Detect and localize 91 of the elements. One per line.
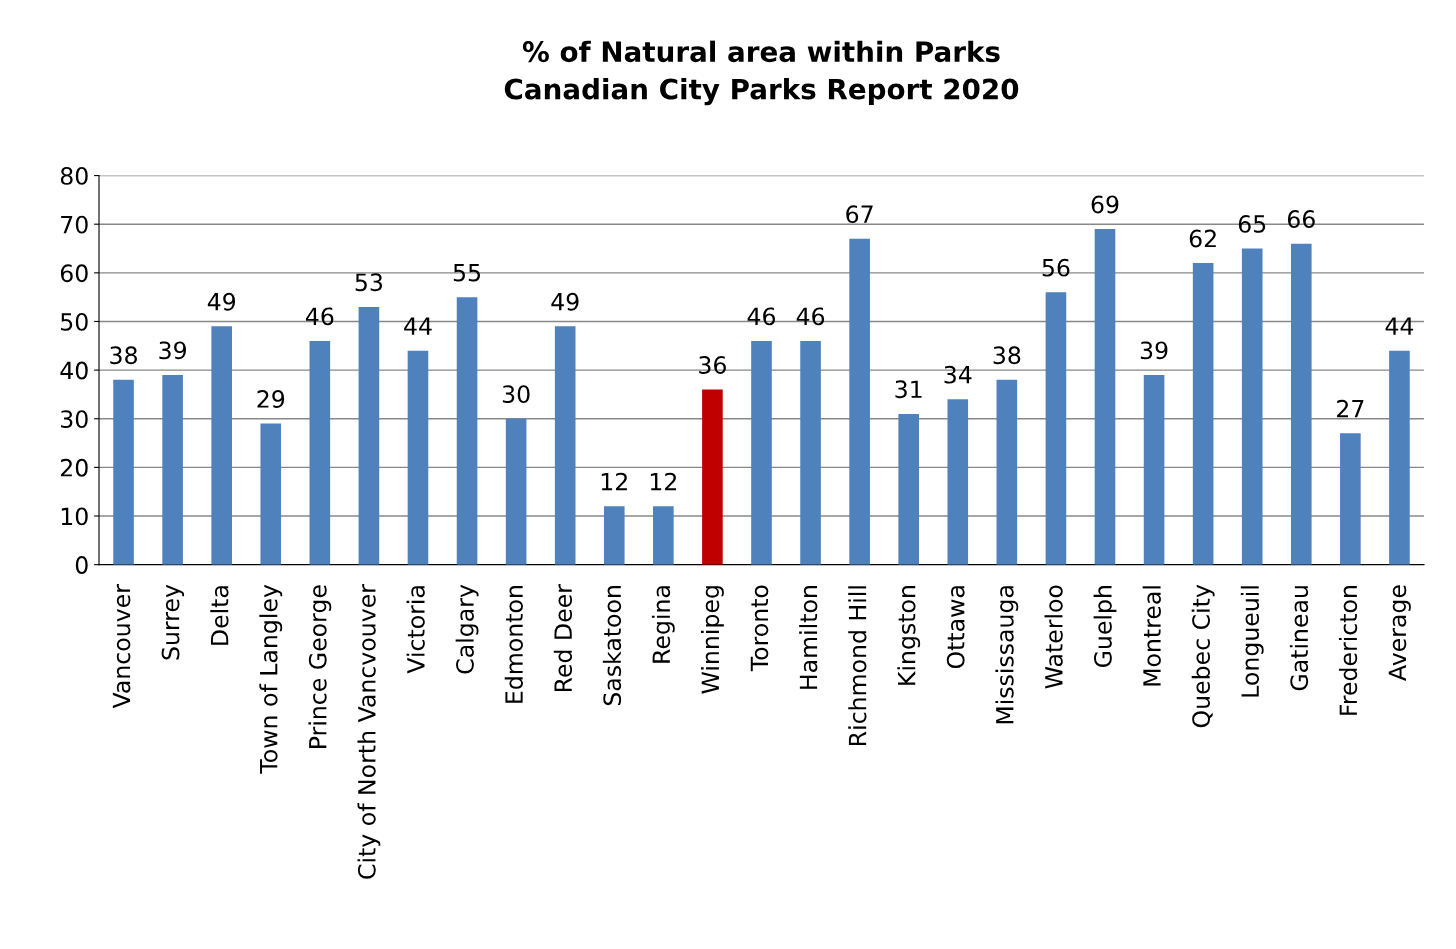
chart-title: % of Natural area within Parks Canadian City Parks Report 2020 <box>504 40 1019 106</box>
x-tick-label: Delta <box>210 586 229 645</box>
bar <box>211 326 232 565</box>
bar <box>1143 374 1165 565</box>
data-label: 36 <box>699 356 726 374</box>
y-tick-label: 70 <box>61 215 88 234</box>
data-label: 55 <box>453 263 481 282</box>
data-label: 12 <box>601 472 627 491</box>
y-tick-label: 40 <box>60 361 88 380</box>
data-label: 65 <box>1238 214 1266 233</box>
y-tick-label: 10 <box>61 507 88 526</box>
data-label: 46 <box>747 307 776 326</box>
bar <box>1340 433 1361 565</box>
y-tick-label: 30 <box>61 410 88 429</box>
data-label: 38 <box>993 346 1021 365</box>
x-tick-label: Montreal <box>1142 586 1161 686</box>
data-label: 69 <box>1091 195 1119 214</box>
bar <box>456 297 478 565</box>
data-label: 49 <box>551 292 579 311</box>
bar <box>751 340 772 565</box>
data-label: 44 <box>1385 317 1414 335</box>
data-label: 27 <box>1337 399 1364 418</box>
x-tick-label: Fredericton <box>1338 586 1358 715</box>
x-tick-label: Calgary <box>455 584 479 674</box>
bar <box>1192 263 1214 565</box>
x-tick-label: Ottawa <box>946 586 965 669</box>
bar <box>1241 248 1263 565</box>
y-tick-label: 50 <box>61 312 88 331</box>
data-label: 62 <box>1189 229 1216 248</box>
data-label: 38 <box>110 346 137 365</box>
data-label: 29 <box>257 390 285 408</box>
x-tick-label: Saskatoon <box>602 586 622 706</box>
y-tick-label: 80 <box>60 167 88 185</box>
data-label: 44 <box>404 317 432 335</box>
x-tick-label: City of North Vancvouver <box>357 584 381 879</box>
x-tick-label: Regina <box>651 586 675 663</box>
bar <box>800 340 821 565</box>
bar <box>358 306 380 565</box>
x-tick-label: Quebec City <box>1191 584 1215 728</box>
y-tick-label: 60 <box>60 264 88 283</box>
bar <box>849 238 870 565</box>
x-tick-label: Victoria <box>406 586 425 674</box>
x-tick-label: Winnipeg <box>700 586 724 694</box>
data-label: 39 <box>1140 341 1168 360</box>
data-label: 46 <box>796 307 825 326</box>
bar <box>162 374 183 565</box>
bar <box>309 340 331 565</box>
data-label: 66 <box>1287 210 1315 228</box>
data-label: 39 <box>159 341 186 360</box>
x-tick-label: Guelph <box>1093 586 1117 668</box>
data-label: 56 <box>1042 258 1070 277</box>
y-tick-label: 0 <box>75 556 88 574</box>
x-tick-label: Waterloo <box>1044 585 1063 689</box>
bar <box>554 326 576 565</box>
x-tick-label: Longueuil <box>1240 586 1264 697</box>
x-tick-label: Hamilton <box>799 586 818 689</box>
bar <box>898 413 920 565</box>
bar <box>1094 229 1116 565</box>
bar <box>505 418 527 565</box>
x-tick-label: Town of Langley <box>259 584 283 774</box>
data-label: 46 <box>305 307 334 326</box>
x-tick-label: Red Deer <box>553 584 573 692</box>
data-label: 49 <box>207 292 236 311</box>
data-label: 12 <box>650 472 676 491</box>
bar <box>113 379 134 565</box>
data-label: 31 <box>895 380 922 399</box>
x-tick-label: Edmonton <box>504 586 523 703</box>
bar <box>996 379 1018 565</box>
x-tick-label: Gatineau <box>1289 586 1309 691</box>
bar <box>947 399 969 565</box>
bar <box>653 506 674 565</box>
x-tick-label: Kingston <box>897 586 921 685</box>
bar <box>1290 243 1312 565</box>
x-tick-label: Richmond Hill <box>848 586 867 746</box>
bar <box>1389 350 1410 565</box>
x-tick-label: Surrey <box>161 584 185 660</box>
x-tick-label: Average <box>1388 585 1411 681</box>
data-label: 53 <box>355 273 383 292</box>
data-label: 30 <box>502 385 530 404</box>
x-tick-label: Mississauga <box>995 586 1019 724</box>
y-tick-label: 20 <box>60 458 88 477</box>
bar <box>702 389 723 565</box>
x-tick-label: Prince George <box>308 585 332 748</box>
data-label: 34 <box>944 365 972 384</box>
bar <box>1045 292 1067 565</box>
x-tick-label: Toronto <box>750 585 769 672</box>
bar <box>603 506 625 565</box>
data-label: 67 <box>846 205 873 224</box>
bar <box>407 350 429 565</box>
x-tick-label: Vancouver <box>112 584 131 709</box>
bar <box>260 423 282 565</box>
